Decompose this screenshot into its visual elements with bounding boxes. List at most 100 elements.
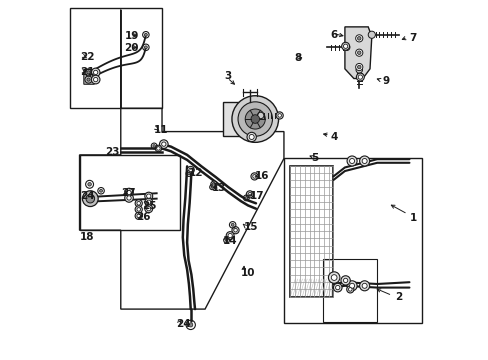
- Circle shape: [247, 193, 251, 196]
- Text: 14: 14: [223, 236, 237, 246]
- Circle shape: [335, 285, 339, 290]
- Circle shape: [153, 145, 155, 147]
- Circle shape: [250, 115, 259, 123]
- Text: 10: 10: [241, 268, 255, 278]
- Circle shape: [341, 42, 349, 50]
- Circle shape: [187, 166, 194, 174]
- Circle shape: [188, 168, 192, 172]
- Circle shape: [87, 71, 90, 74]
- Circle shape: [257, 112, 264, 119]
- Circle shape: [357, 65, 360, 69]
- Circle shape: [86, 194, 94, 203]
- Circle shape: [124, 188, 133, 197]
- Circle shape: [356, 73, 364, 81]
- Circle shape: [82, 191, 98, 207]
- Circle shape: [343, 44, 347, 48]
- Circle shape: [252, 175, 256, 178]
- Circle shape: [346, 156, 356, 166]
- Text: 7: 7: [408, 33, 416, 43]
- Circle shape: [333, 283, 341, 292]
- Circle shape: [249, 134, 254, 139]
- Circle shape: [159, 140, 168, 148]
- Circle shape: [348, 288, 351, 291]
- Circle shape: [346, 281, 356, 291]
- Circle shape: [355, 49, 362, 56]
- Circle shape: [355, 63, 362, 71]
- Circle shape: [357, 51, 360, 54]
- Circle shape: [250, 173, 258, 180]
- Text: 25: 25: [142, 201, 157, 211]
- Circle shape: [226, 231, 234, 239]
- Circle shape: [144, 192, 152, 200]
- Circle shape: [146, 194, 151, 198]
- Circle shape: [187, 172, 190, 175]
- Text: 20: 20: [124, 43, 139, 53]
- Circle shape: [135, 212, 142, 220]
- Circle shape: [210, 181, 217, 188]
- Polygon shape: [344, 27, 371, 78]
- Circle shape: [137, 214, 140, 218]
- Circle shape: [146, 200, 151, 204]
- Circle shape: [359, 281, 369, 291]
- Text: 5: 5: [310, 153, 317, 163]
- Text: 24: 24: [176, 319, 191, 329]
- Bar: [323, 259, 376, 321]
- Circle shape: [212, 183, 215, 186]
- Circle shape: [93, 70, 98, 75]
- Text: 3: 3: [224, 71, 231, 81]
- Circle shape: [225, 239, 227, 242]
- Circle shape: [343, 44, 349, 50]
- Text: 11: 11: [154, 125, 168, 135]
- Circle shape: [137, 202, 140, 205]
- Circle shape: [349, 158, 354, 163]
- Circle shape: [231, 96, 278, 142]
- Circle shape: [362, 158, 366, 163]
- Text: 17: 17: [249, 191, 264, 201]
- Text: 12: 12: [188, 168, 203, 178]
- Circle shape: [227, 233, 232, 238]
- Circle shape: [126, 190, 131, 195]
- Circle shape: [144, 46, 147, 49]
- Circle shape: [144, 205, 152, 213]
- Text: 8: 8: [294, 53, 301, 63]
- Circle shape: [346, 286, 353, 293]
- Circle shape: [233, 228, 237, 232]
- Text: 26: 26: [136, 212, 150, 222]
- Circle shape: [144, 33, 147, 36]
- Circle shape: [211, 186, 213, 188]
- Circle shape: [231, 226, 239, 234]
- Circle shape: [349, 283, 354, 288]
- Circle shape: [244, 197, 247, 199]
- Circle shape: [188, 323, 192, 327]
- Circle shape: [124, 194, 133, 202]
- Bar: [80, 155, 180, 230]
- Text: 27: 27: [121, 188, 135, 198]
- Circle shape: [355, 35, 362, 42]
- Circle shape: [100, 189, 102, 192]
- Text: 9: 9: [382, 76, 389, 86]
- Circle shape: [359, 156, 369, 166]
- Circle shape: [244, 109, 265, 129]
- Text: 4: 4: [330, 132, 337, 142]
- Text: 22: 22: [80, 52, 95, 62]
- Circle shape: [277, 114, 281, 117]
- Circle shape: [343, 278, 347, 283]
- Circle shape: [246, 132, 256, 141]
- Circle shape: [137, 208, 140, 211]
- Circle shape: [162, 142, 165, 146]
- Text: 24: 24: [80, 191, 95, 201]
- Circle shape: [88, 183, 91, 186]
- Text: 16: 16: [255, 171, 269, 181]
- Text: 6: 6: [330, 30, 337, 40]
- Circle shape: [362, 283, 366, 288]
- Circle shape: [91, 75, 100, 84]
- Text: 19: 19: [124, 31, 139, 41]
- Text: 13: 13: [212, 183, 226, 193]
- Circle shape: [87, 78, 90, 81]
- Bar: [284, 158, 421, 323]
- Circle shape: [135, 200, 142, 207]
- Polygon shape: [83, 69, 97, 84]
- Text: 21: 21: [80, 67, 95, 77]
- Circle shape: [330, 275, 336, 280]
- Circle shape: [328, 272, 339, 283]
